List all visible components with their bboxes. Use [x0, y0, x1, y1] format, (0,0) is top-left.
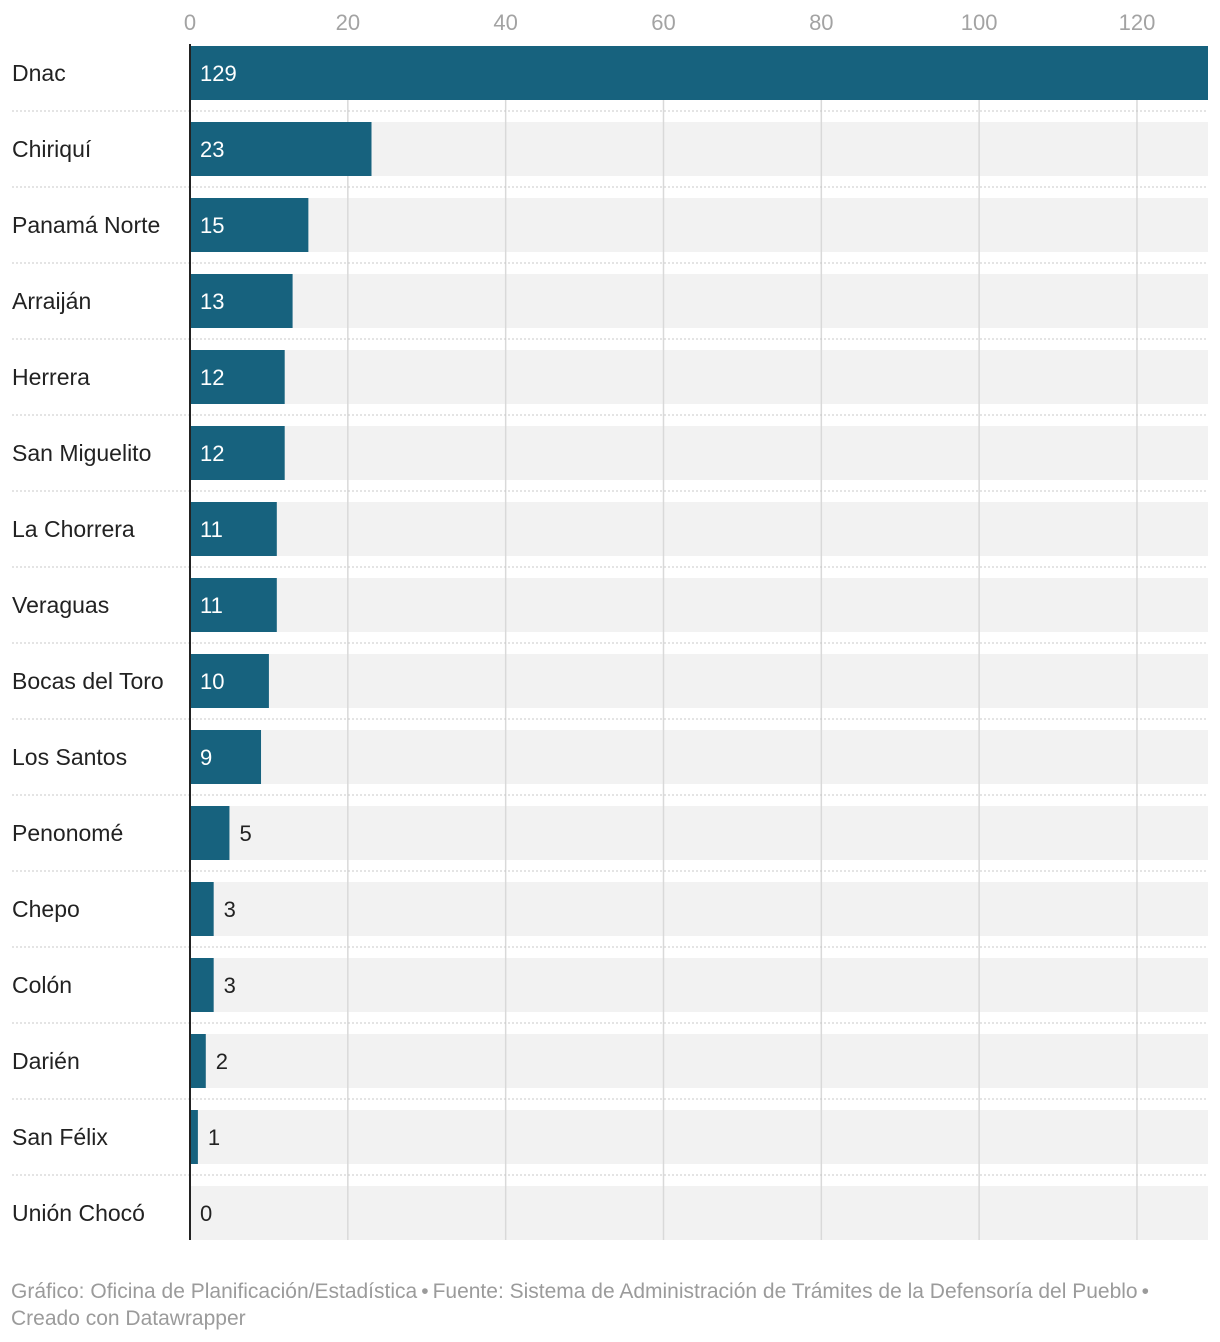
bar-row: Bocas del Toro 10: [12, 642, 1208, 708]
x-tick-label: 100: [961, 10, 998, 35]
bar-row: San Félix 1: [12, 1098, 1208, 1164]
bar-track: [190, 882, 1208, 936]
footer-created-with: Creado con Datawrapper: [11, 1307, 246, 1330]
bar-tracks: [190, 46, 1208, 1240]
bar: [190, 1110, 198, 1164]
bar-row: Unión Chocó 0: [12, 1174, 1208, 1226]
category-label: Los Santos: [12, 744, 127, 770]
x-axis-ticks: 0 20 40 60 80 100 120: [184, 10, 1155, 35]
bar: [190, 502, 277, 556]
bar-track: [190, 426, 1208, 480]
footer-source: Fuente: Sistema de Administración de Trá…: [432, 1280, 1138, 1303]
x-tick-label: 120: [1119, 10, 1156, 35]
bar: [190, 730, 262, 784]
category-label: Panamá Norte: [12, 212, 160, 238]
category-label: Herrera: [12, 364, 90, 390]
bar: [190, 350, 285, 404]
value-label: 129: [200, 61, 237, 86]
bar-row: Panamá Norte 15: [12, 186, 1208, 252]
category-label: Unión Chocó: [12, 1200, 145, 1226]
bar-track: [190, 1034, 1208, 1088]
bar-track: [190, 1186, 1208, 1240]
bar: [190, 426, 285, 480]
value-label: 11: [200, 593, 223, 618]
category-label: Penonomé: [12, 820, 123, 846]
chart-footer: Gráfico: Oficina de Planificación/Estadí…: [11, 1278, 1211, 1332]
category-label: Veraguas: [12, 592, 109, 618]
category-label: Darién: [12, 1048, 80, 1074]
bar-row: Veraguas 11: [12, 566, 1208, 632]
bar: [190, 274, 293, 328]
bar-row: Arraiján 13: [12, 262, 1208, 328]
value-label: 1: [208, 1125, 220, 1150]
value-label: 12: [200, 365, 224, 390]
bar-track: [190, 350, 1208, 404]
category-label: Arraiján: [12, 288, 91, 314]
value-label: 3: [224, 973, 236, 998]
category-label: La Chorrera: [12, 516, 135, 542]
category-label: Colón: [12, 972, 72, 998]
value-label: 23: [200, 137, 224, 162]
bar: [190, 122, 372, 176]
value-label: 12: [200, 441, 224, 466]
bar-track: [190, 274, 1208, 328]
value-label: 3: [224, 897, 236, 922]
x-tick-label: 40: [493, 10, 517, 35]
bar-track: [190, 1110, 1208, 1164]
x-tick-label: 80: [809, 10, 833, 35]
value-label: 9: [200, 745, 212, 770]
footer-separator: •: [421, 1280, 429, 1303]
bar-track: [190, 578, 1208, 632]
bar-row: San Miguelito 12: [12, 414, 1208, 480]
category-label: Dnac: [12, 60, 66, 86]
bar-track: [190, 730, 1208, 784]
bar-track: [190, 198, 1208, 252]
category-label: San Miguelito: [12, 440, 151, 466]
bar: [190, 958, 214, 1012]
value-label: 10: [200, 669, 224, 694]
bar-track: [190, 654, 1208, 708]
value-label: 11: [200, 517, 223, 542]
bar-row: La Chorrera 11: [12, 490, 1208, 556]
bar: [190, 806, 230, 860]
category-label: Chiriquí: [12, 136, 92, 162]
footer-chart-credit: Gráfico: Oficina de Planificación/Estadí…: [11, 1280, 418, 1303]
bar-track: [190, 502, 1208, 556]
bar: [190, 1034, 206, 1088]
value-label: 5: [239, 821, 251, 846]
bar: [190, 882, 214, 936]
value-label: 2: [216, 1049, 228, 1074]
bar: [190, 198, 309, 252]
bar: [190, 578, 277, 632]
value-label: 13: [200, 289, 224, 314]
x-tick-label: 0: [184, 10, 196, 35]
bar-row: Dnac 129: [12, 46, 1208, 100]
category-label: Bocas del Toro: [12, 668, 164, 694]
bar-track: [190, 958, 1208, 1012]
bar-row: Los Santos 9: [12, 718, 1208, 784]
bar-row: Herrera 12: [12, 338, 1208, 404]
bar-row: Penonomé 5: [12, 794, 1208, 860]
value-label: 15: [200, 213, 224, 238]
footer-separator: •: [1141, 1280, 1149, 1303]
bar: [190, 46, 1208, 100]
bar-row: Chiriquí 23: [12, 110, 1208, 176]
x-tick-label: 20: [336, 10, 360, 35]
category-label: Chepo: [12, 896, 80, 922]
bar-row: Colón 3: [12, 946, 1208, 1012]
bar-track: [190, 806, 1208, 860]
value-label: 0: [200, 1201, 212, 1226]
x-tick-label: 60: [651, 10, 675, 35]
bar-row: Darién 2: [12, 1022, 1208, 1088]
bar: [190, 654, 269, 708]
category-label: San Félix: [12, 1124, 108, 1150]
bar-row: Chepo 3: [12, 870, 1208, 936]
